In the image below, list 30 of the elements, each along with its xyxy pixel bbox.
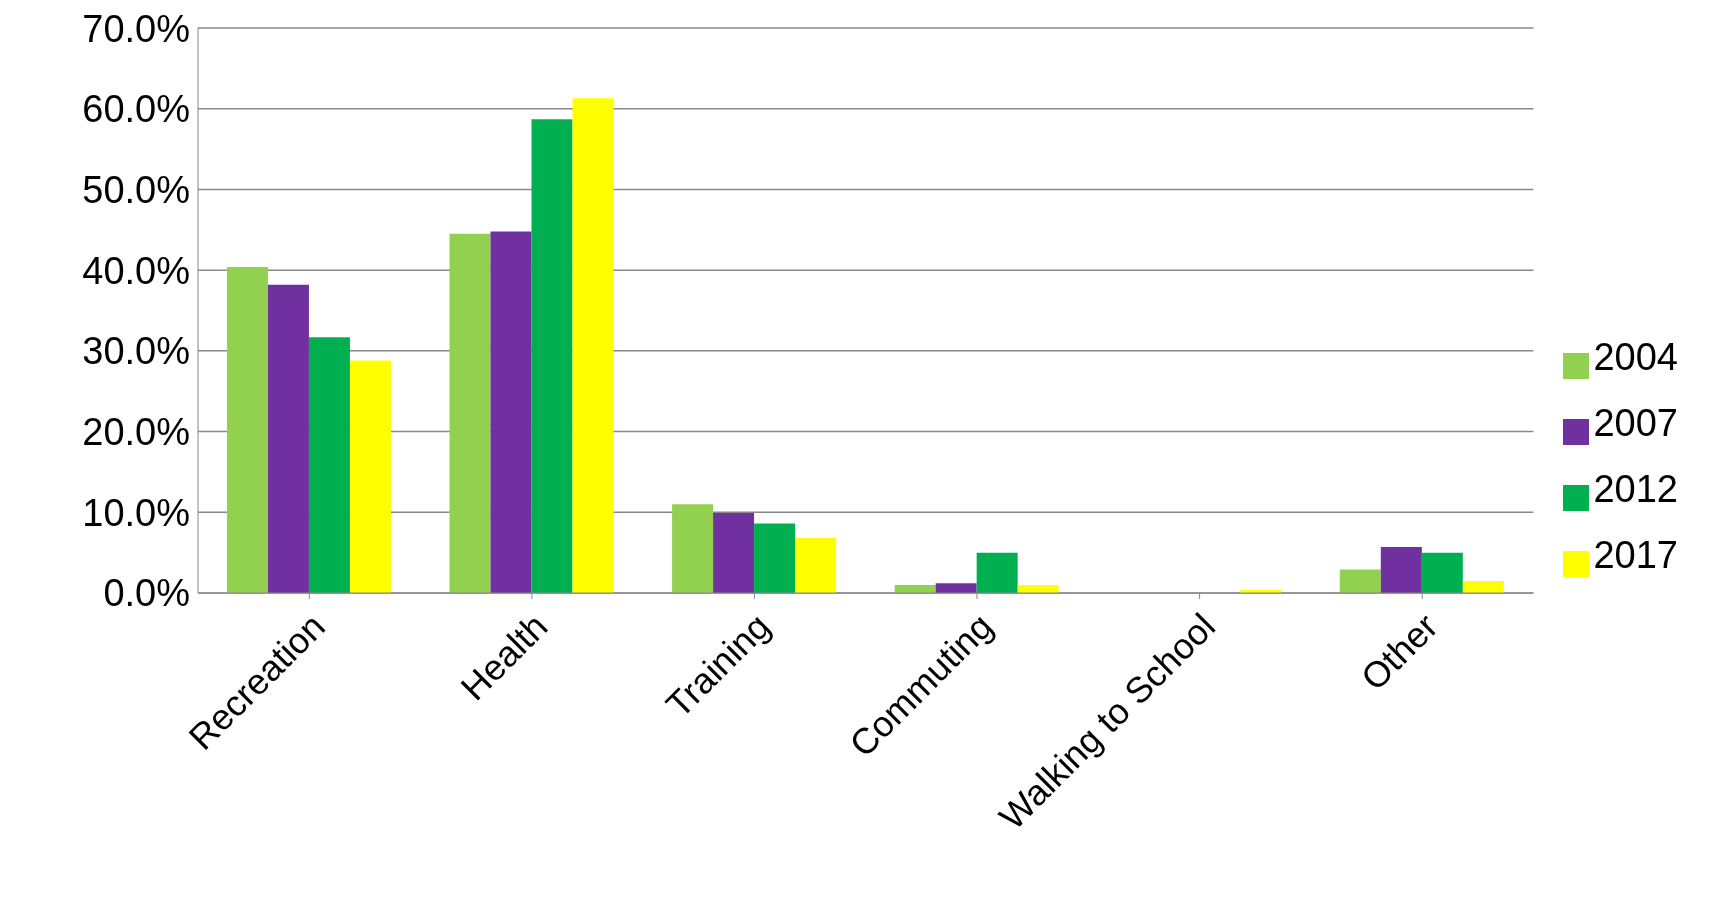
y-tick-label: 20.0% [82, 411, 190, 454]
y-tick-label: 50.0% [82, 168, 190, 211]
bar [490, 231, 532, 593]
legend-label: 2007 [1593, 401, 1678, 444]
y-tick-label: 30.0% [82, 330, 190, 373]
y-tick-label: 70.0% [82, 7, 190, 50]
bar [308, 337, 350, 593]
bar [572, 98, 614, 593]
bar [795, 538, 837, 593]
bar [531, 119, 573, 593]
bar [1421, 552, 1463, 593]
bar [976, 552, 1018, 593]
bar [349, 360, 391, 593]
bar [713, 513, 755, 593]
y-tick-label: 0.0% [103, 572, 190, 615]
bar [267, 284, 309, 593]
legend-label: 2012 [1593, 467, 1678, 510]
y-tick-label: 10.0% [82, 491, 190, 534]
bar [1462, 580, 1504, 593]
bar [1339, 569, 1381, 593]
y-tick-label: 40.0% [82, 249, 190, 292]
legend-label: 2017 [1593, 533, 1678, 576]
bar [672, 504, 714, 593]
legend-label: 2004 [1593, 335, 1678, 378]
bar [226, 266, 268, 593]
bar [754, 523, 796, 593]
bar [1380, 546, 1422, 593]
bar [449, 233, 491, 593]
y-tick-label: 60.0% [82, 88, 190, 131]
bar [935, 583, 977, 593]
